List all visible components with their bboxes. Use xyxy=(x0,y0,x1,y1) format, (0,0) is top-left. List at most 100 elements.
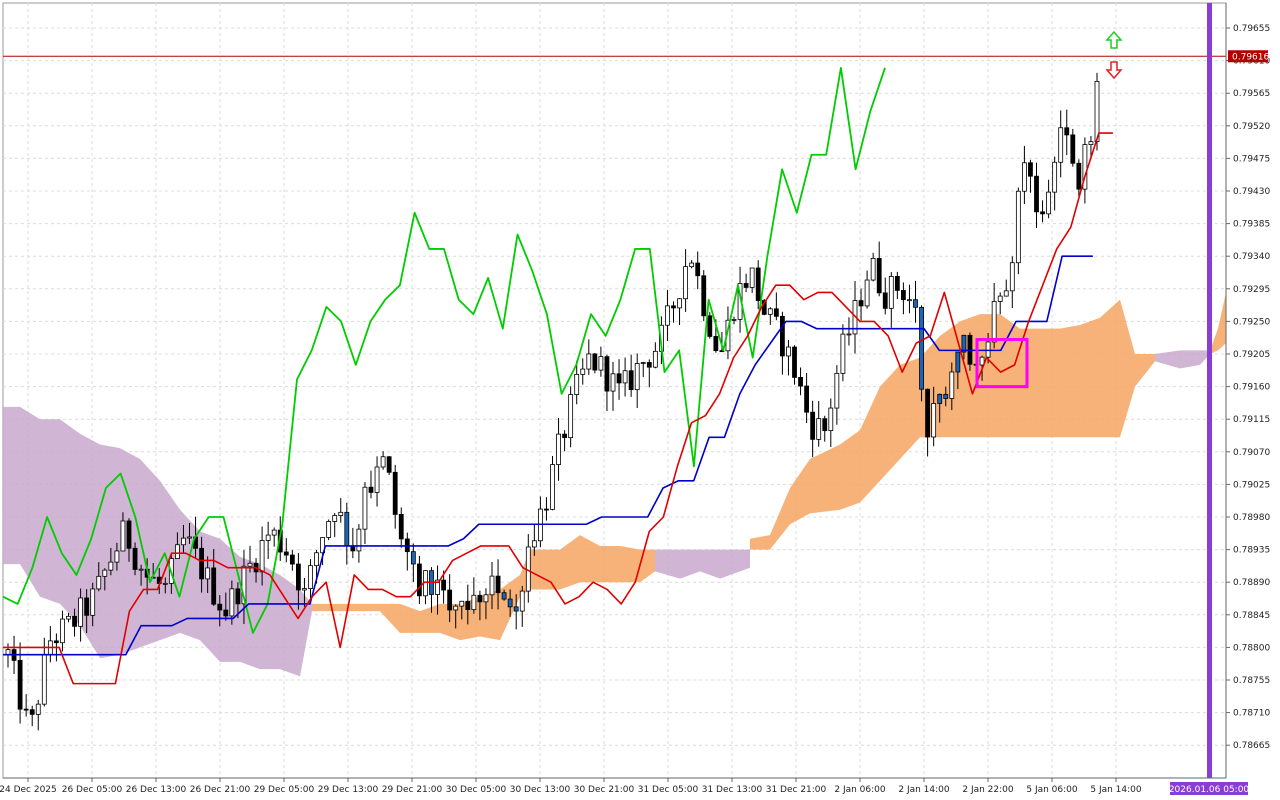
y-tick-label: 0.79295 xyxy=(1233,285,1270,295)
candle-body xyxy=(816,418,822,440)
cloud-bear-segment xyxy=(655,549,750,579)
candle xyxy=(108,547,114,576)
candle xyxy=(465,584,471,625)
candle xyxy=(283,538,289,563)
candle-body xyxy=(1082,144,1088,190)
candle-body xyxy=(1052,161,1058,193)
candle-body xyxy=(616,373,622,384)
candle-body xyxy=(277,529,283,553)
candle xyxy=(604,354,610,411)
candle xyxy=(35,699,41,731)
candle-body xyxy=(410,551,416,565)
x-tick-label: 26 Dec 21:00 xyxy=(190,785,251,795)
candle xyxy=(229,580,235,625)
candle-body xyxy=(834,372,840,409)
candle-body xyxy=(78,597,83,627)
candle xyxy=(1064,109,1070,156)
candle xyxy=(435,565,440,615)
y-tick-label: 0.78710 xyxy=(1233,709,1270,719)
candle-body xyxy=(35,703,41,715)
candle xyxy=(326,519,332,541)
candle-body xyxy=(713,336,719,352)
candle-body xyxy=(943,393,949,399)
x-tick-label: 31 Dec 21:00 xyxy=(766,785,827,795)
candle xyxy=(646,359,652,388)
candle-body xyxy=(259,540,265,573)
x-tick-label: 2 Jan 14:00 xyxy=(898,785,950,795)
candle-body xyxy=(483,594,489,603)
candle-body xyxy=(217,603,223,611)
candle xyxy=(798,367,803,396)
candle-body xyxy=(223,609,229,617)
candle xyxy=(235,582,241,619)
candle-body xyxy=(707,315,713,337)
y-tick-label: 0.79250 xyxy=(1233,317,1270,327)
candle-body xyxy=(1094,80,1100,143)
time-marker-label-bg xyxy=(1170,782,1248,795)
x-tick-label: 29 Dec 13:00 xyxy=(318,785,379,795)
candle xyxy=(320,537,326,566)
candle xyxy=(767,307,773,325)
candle xyxy=(870,252,876,282)
candle-body xyxy=(901,290,906,301)
candle-body xyxy=(858,300,864,307)
candle xyxy=(991,282,997,349)
y-tick-label: 0.79340 xyxy=(1233,252,1270,262)
y-tick-label: 0.78935 xyxy=(1233,546,1270,556)
candle xyxy=(652,342,658,369)
candle xyxy=(271,527,277,547)
candle xyxy=(888,272,894,328)
candle-body xyxy=(302,588,307,591)
x-tick-label: 5 Jan 06:00 xyxy=(1026,785,1078,795)
kijun-sen-line xyxy=(3,255,1093,656)
candle-body xyxy=(447,589,453,611)
candle xyxy=(489,561,495,610)
candle xyxy=(174,532,180,559)
signal-highlight-box xyxy=(975,338,1029,389)
candle-body xyxy=(610,373,616,392)
candle-body xyxy=(362,486,368,530)
candle-body xyxy=(344,511,350,547)
candle-body xyxy=(531,540,537,548)
candle xyxy=(380,451,386,470)
candle-body xyxy=(66,615,71,620)
candle xyxy=(949,362,955,411)
candle xyxy=(1052,156,1058,211)
candle-body xyxy=(792,346,797,378)
candle-body xyxy=(229,588,235,617)
candle-body xyxy=(96,575,102,590)
candle-body xyxy=(640,362,646,364)
candle xyxy=(1088,135,1094,158)
candle-body xyxy=(622,370,628,384)
candle-body xyxy=(90,588,96,616)
candle xyxy=(1009,256,1015,308)
candle-body xyxy=(187,536,192,539)
candle-body xyxy=(586,353,592,370)
candle xyxy=(453,604,459,629)
candle-body xyxy=(416,563,422,597)
candle-body xyxy=(598,356,604,371)
candle-body xyxy=(114,550,120,563)
candle xyxy=(120,512,126,552)
candle xyxy=(894,271,900,300)
candle-body xyxy=(979,356,985,366)
candle-body xyxy=(913,299,918,308)
candle-body xyxy=(1015,190,1021,264)
candle xyxy=(1058,110,1064,178)
candle xyxy=(23,694,29,717)
candle xyxy=(616,359,622,400)
candle xyxy=(846,317,852,346)
candle xyxy=(592,352,598,374)
candle-body xyxy=(767,308,773,315)
candle-body xyxy=(755,267,761,301)
candle xyxy=(374,456,380,507)
candle xyxy=(634,353,640,409)
candle-body xyxy=(931,403,937,438)
candle-body xyxy=(634,363,640,391)
cloud-bull-segment xyxy=(312,535,655,641)
candle xyxy=(1003,279,1009,297)
candle xyxy=(1076,159,1082,197)
candle-body xyxy=(846,333,852,336)
